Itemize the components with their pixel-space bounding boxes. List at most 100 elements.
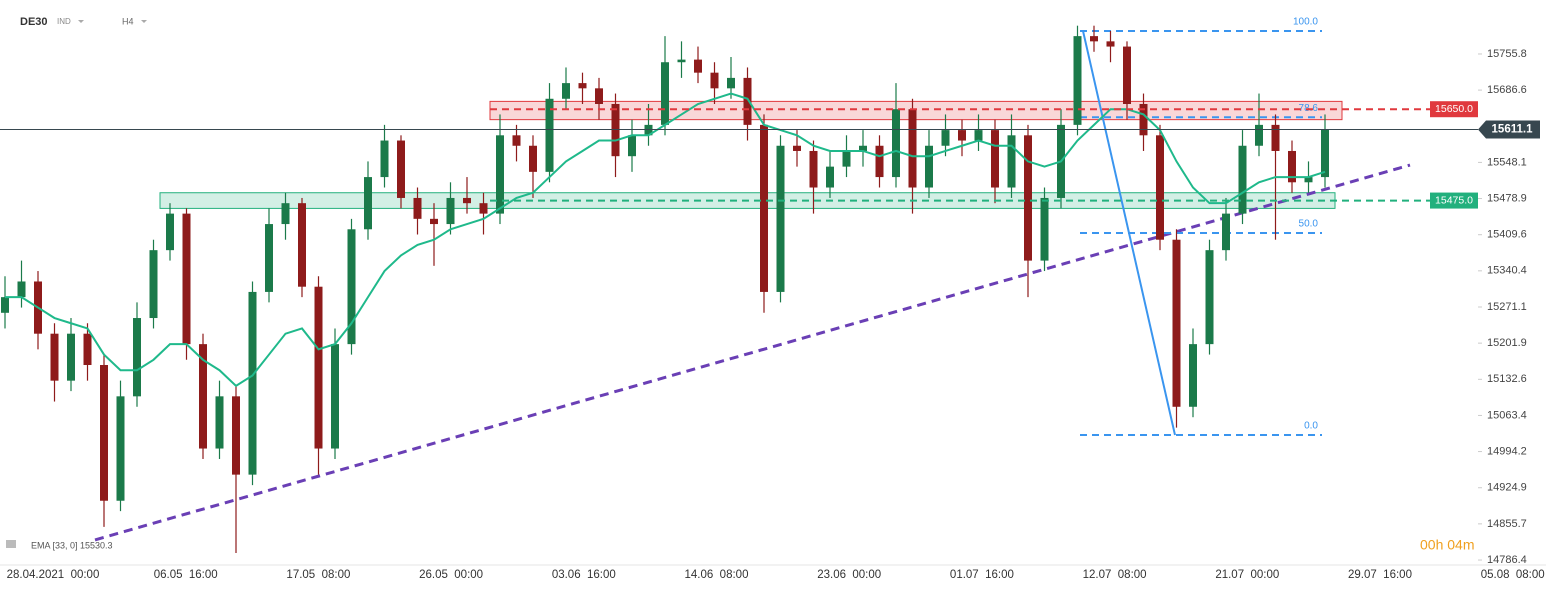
ema-legend: EMA [33, 0] 15530.3 — [31, 540, 113, 550]
candle-body — [281, 203, 290, 225]
candle-body — [628, 135, 636, 157]
candle-body — [1106, 41, 1115, 47]
dropdown-icon[interactable] — [141, 20, 147, 23]
candle-body — [1222, 213, 1230, 251]
candle-body — [380, 140, 389, 178]
candle-body — [1, 297, 9, 313]
market: IND — [57, 17, 71, 26]
candle-body — [1040, 197, 1049, 261]
candle-body — [776, 145, 785, 292]
candle-body — [248, 291, 257, 475]
candle-body — [743, 77, 752, 125]
symbol[interactable]: DE30 — [20, 16, 48, 28]
candle-body — [1090, 36, 1098, 42]
y-tick-label: 14994.2 — [1487, 445, 1527, 457]
y-tick-label: 15409.6 — [1487, 229, 1527, 241]
x-tick-label: 14.06 08:00 — [685, 569, 749, 581]
interval[interactable]: H4 — [122, 16, 134, 26]
x-tick-label: 17.05 08:00 — [286, 569, 350, 581]
candle-body — [958, 130, 966, 141]
candle-body — [595, 88, 603, 104]
candle-body — [331, 344, 339, 449]
candle-body — [694, 59, 702, 73]
candle-body — [397, 140, 405, 198]
current-price-label: 15611.1 — [1492, 124, 1534, 136]
dropdown-icon[interactable] — [78, 20, 84, 23]
candle-body — [1321, 129, 1329, 178]
candle-body — [364, 177, 372, 230]
candle-body — [875, 145, 884, 178]
fib-label: 0.0 — [1304, 421, 1318, 432]
x-tick-label: 29.07 16:00 — [1348, 569, 1412, 581]
candle-body — [232, 396, 240, 475]
candle-body — [413, 197, 422, 219]
candle-body — [1156, 135, 1164, 240]
candle-body — [265, 224, 273, 292]
candle-body — [1189, 344, 1197, 407]
candle-body — [1205, 250, 1214, 345]
fib-label: 50.0 — [1299, 219, 1319, 230]
level-tag — [1430, 192, 1478, 209]
candle-body — [1238, 145, 1247, 214]
x-tick-label: 23.06 00:00 — [817, 569, 881, 581]
current-price-tag — [1478, 120, 1540, 139]
candle-body — [166, 213, 174, 251]
candle-body — [1288, 150, 1296, 183]
candle-body — [974, 130, 983, 141]
fib-label: 100.0 — [1293, 17, 1318, 28]
candle-body — [859, 145, 867, 151]
candle-body — [347, 229, 356, 345]
candle-body — [463, 197, 471, 204]
y-tick-label: 15340.4 — [1487, 265, 1527, 277]
y-tick-label: 14855.7 — [1487, 518, 1527, 530]
x-tick-label: 26.05 00:00 — [419, 569, 483, 581]
x-tick-label: 28.04.2021 00:00 — [7, 569, 100, 581]
candle-body — [1172, 239, 1181, 407]
indicator-icon — [6, 540, 16, 548]
y-tick-label: 15478.9 — [1487, 192, 1527, 204]
candle-body — [578, 83, 587, 89]
candle-body — [133, 318, 141, 397]
x-tick-label: 12.07 08:00 — [1083, 569, 1147, 581]
candle-body — [1123, 46, 1131, 104]
candle-body — [842, 150, 851, 167]
candle-body — [116, 396, 125, 501]
candle-body — [149, 250, 158, 319]
candle-body — [710, 72, 719, 89]
y-tick-label: 15132.6 — [1487, 373, 1527, 385]
candle-body — [1024, 135, 1032, 261]
x-tick-label: 05.08 08:00 — [1481, 569, 1545, 581]
candle-body — [298, 203, 306, 287]
candle-body — [496, 135, 504, 214]
x-tick-label: 03.06 16:00 — [552, 569, 616, 581]
candle-body — [529, 145, 537, 172]
candle-body — [199, 344, 207, 449]
y-tick-label: 14786.4 — [1487, 554, 1527, 566]
candle-body — [50, 333, 59, 381]
candle-body — [1255, 124, 1263, 146]
candle-body — [479, 203, 488, 214]
candle-body — [215, 396, 224, 449]
candle-body — [1271, 124, 1280, 151]
candle-body — [446, 197, 455, 225]
candle-body — [991, 130, 999, 188]
y-tick-label: 15755.8 — [1487, 48, 1527, 60]
candle-body — [17, 281, 26, 298]
candle-body — [644, 124, 653, 136]
ema-line — [5, 92, 1326, 388]
candle-body — [1304, 177, 1313, 183]
candle-body — [1007, 135, 1016, 188]
candle-body — [430, 218, 438, 225]
candle-body — [1139, 103, 1148, 136]
level-label: 15475.0 — [1435, 194, 1473, 206]
candle-body — [512, 135, 521, 146]
candle-body — [809, 150, 818, 188]
candle-body — [182, 213, 191, 345]
candle-body — [100, 365, 108, 501]
candle-body — [562, 83, 570, 99]
candle-body — [1073, 36, 1082, 125]
trendline — [94, 163, 1411, 542]
candle-body — [83, 333, 92, 366]
